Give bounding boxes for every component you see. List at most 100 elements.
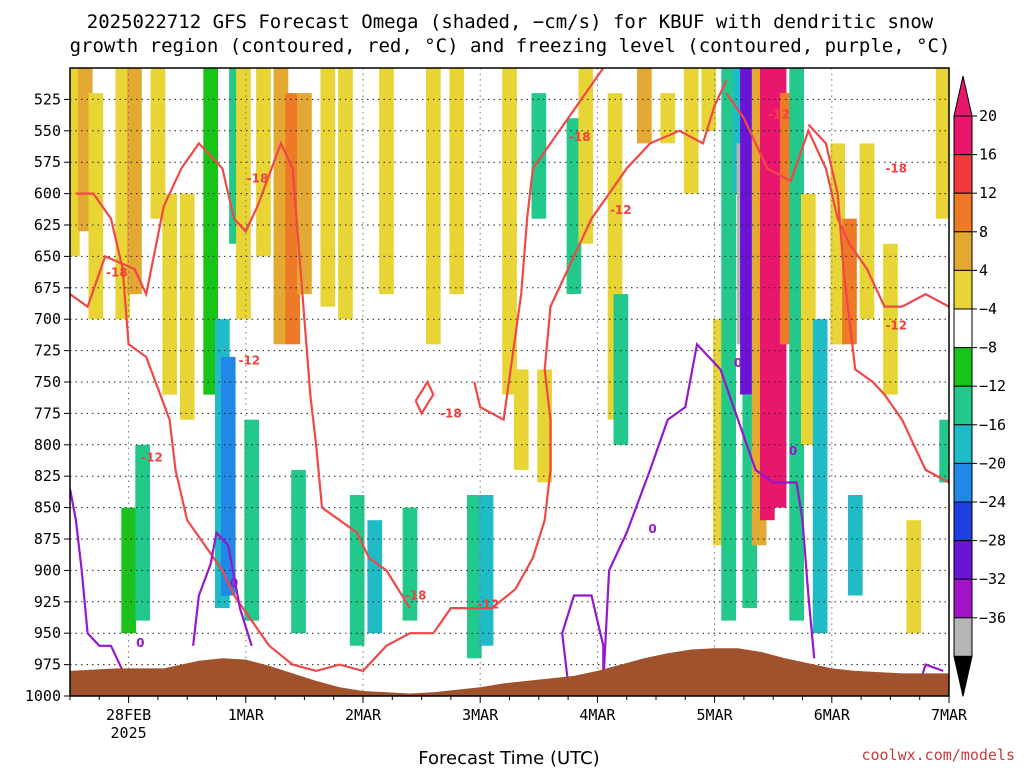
omega-cell [367,520,383,634]
dendritic-contour-line [70,140,411,609]
omega-cell [179,193,195,420]
colorbar-swatch [953,578,973,619]
colorbar-label: 8 [979,223,988,241]
colorbar-label: −12 [979,377,1006,395]
freezing-level-contour-line [192,530,253,647]
y-tick-label: 550 [34,122,61,140]
chart-title-line1: 2025022712 GFS Forecast Omega (shaded, −… [87,11,934,33]
colorbar-label: 12 [979,184,997,202]
omega-cell [906,520,922,634]
y-tick-label: 625 [34,216,61,234]
omega-cell [637,68,652,144]
purple-contour-label: 0 [789,444,797,458]
omega-cell [426,68,441,345]
omega-cell [88,93,104,320]
omega-cell [220,356,236,596]
colorbar-swatch [953,347,973,387]
colorbar-swatch [953,540,973,580]
y-tick-label: 600 [34,185,61,203]
purple-contour-label: 0 [734,356,742,370]
temperature-contours [70,68,949,684]
colorbar-swatch [953,269,973,310]
x-tick-label: 5MAR [697,706,734,724]
y-tick-label: 825 [34,467,61,485]
omega-cell [70,68,80,257]
omega-cell [613,294,629,445]
red-contour-label: -12 [238,354,260,368]
dendritic-contour-line [75,192,611,673]
red-contour-label: -18 [440,406,462,420]
red-contour-label: -12 [885,319,907,333]
omega-cell [127,68,142,295]
x-tick-label: 6MAR [814,706,851,724]
dendritic-contour-line [414,379,435,416]
omega-cell [939,419,949,483]
colorbar-swatch [953,501,973,542]
omega-cell [502,68,517,395]
omega-cell [402,507,418,621]
y-tick-label: 800 [34,436,61,454]
colorbar-label: 16 [979,146,997,164]
red-contour-label: -18 [569,130,591,144]
y-tick-label: 975 [34,656,61,674]
omega-cell [578,68,594,244]
red-contour-label: -18 [885,162,907,176]
omega-cell [150,68,166,219]
red-contour-label: -18 [247,172,269,186]
x-axis-title: Forecast Time (UTC) [418,748,599,768]
colorbar-swatch [953,308,973,349]
x-tick-label: 28FEB [106,706,151,724]
omega-cell [760,68,775,521]
dendritic-contour-line [807,123,949,484]
omega-cell [236,68,251,320]
red-contour-label: -18 [405,589,427,603]
omega-cell [273,68,289,345]
terrain [70,648,949,696]
red-contour-label: -12 [478,597,500,611]
y-tick-label: 925 [34,593,61,611]
y-tick-label: 900 [34,561,61,579]
omega-cell [297,93,312,295]
purple-contour-label: 0 [648,522,656,536]
colorbar-swatch [953,617,973,657]
omega-cell [449,68,465,295]
colorbar-label: −20 [979,454,1006,472]
y-tick-label: 575 [34,153,61,171]
colorbar-swatch [953,462,973,503]
source-label[interactable]: coolwx.com/models [861,746,1015,764]
y-tick-label: 650 [34,247,61,265]
colorbar-label: −28 [979,532,1006,550]
y-tick-label: 850 [34,499,61,517]
omega-cell [162,193,177,395]
red-contour-label: -12 [610,203,632,217]
colorbar-swatch [953,192,973,233]
colorbar-label: 4 [979,261,988,279]
omega-cell [740,68,755,395]
omega-cell [531,93,547,219]
omega-cell [513,369,529,470]
x-tick-year-label: 2025 [111,724,147,742]
y-tick-label: 525 [34,90,61,108]
freezing-level-contour-line [561,594,605,684]
terrain-fill [70,648,949,696]
y-tick-label: 775 [34,404,61,422]
contour-labels: -18 -18 -12 -12 -18 -18 -12 -18 -12 -12 -18 -12 0 0 0 0… [106,108,907,651]
omega-shading [70,68,949,659]
colorbar-swatch [953,385,973,426]
x-tick-label: 2MAR [345,706,382,724]
red-contour-label: -18 [106,266,128,280]
colorbar-swatch [953,154,973,194]
freezing-level-contour-line [602,341,816,684]
y-tick-label: 700 [34,310,61,328]
y-axis: 525 550 575 600 625 650 675 700 725 750 775 800 825 8… [25,90,70,705]
purple-contour-label: 0 [136,636,144,650]
omega-cell [203,68,218,395]
omega-cell [379,68,394,295]
omega-cell [847,495,863,596]
chart-title-line2: growth region (contoured, red, °C) and f… [70,35,951,57]
colorbar-label: −16 [979,416,1006,434]
y-tick-label: 750 [34,373,61,391]
omega-cell [244,419,259,621]
colorbar-label: 20 [979,107,997,125]
